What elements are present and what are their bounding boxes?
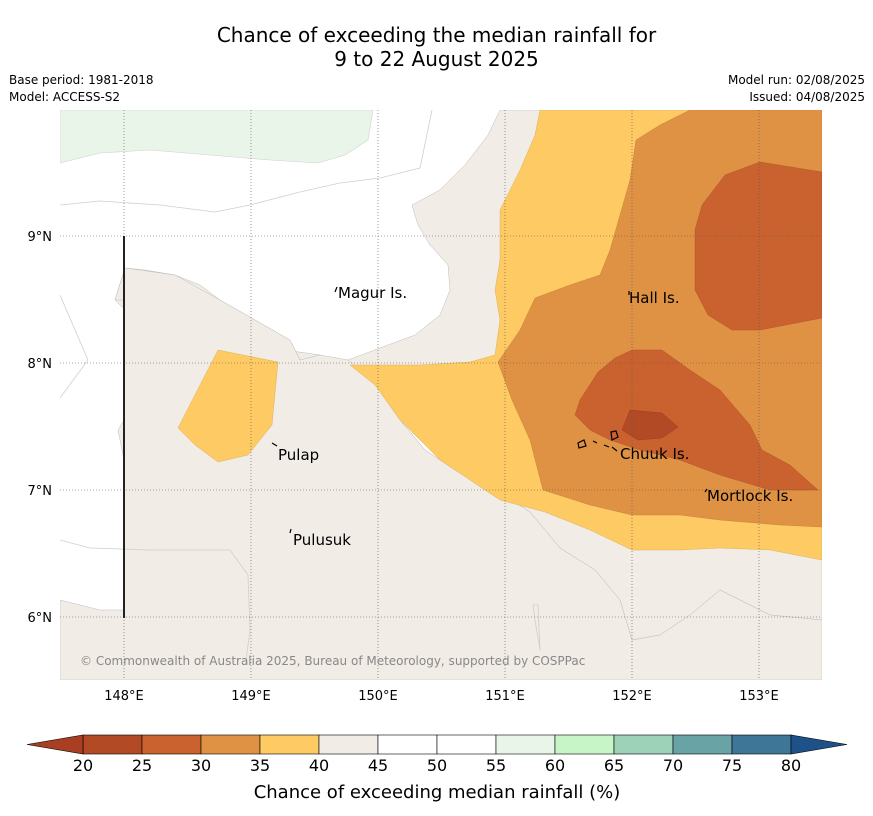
metadata-right: Model run: 02/08/2025 Issued: 04/08/2025 [728, 72, 865, 106]
colorbar-segment [613, 734, 674, 755]
colorbar-segment [554, 734, 615, 755]
contour-line [532, 604, 541, 651]
lon-label-150e: 150°E [358, 689, 398, 704]
place-label-pulap: Pulap [278, 446, 319, 464]
region-55-60 [60, 110, 374, 164]
colorbar-segment [318, 734, 379, 755]
place-label-pulusuk: Pulusuk [293, 531, 351, 549]
lat-label-6n: 6°N [28, 611, 53, 626]
colorbar-tick-label: 50 [427, 756, 447, 775]
colorbar-tick-label: 55 [486, 756, 506, 775]
contour-line [60, 294, 89, 399]
colorbar-tick-label: 80 [781, 756, 801, 775]
lon-label-148e: 148°E [104, 689, 144, 704]
place-label-magur: Magur Is. [338, 284, 407, 302]
colorbar-tick-label: 65 [604, 756, 624, 775]
colorbar-tick-label: 75 [722, 756, 742, 775]
colorbar-segment [259, 734, 320, 755]
colorbar: 20 25 30 35 40 45 50 55 60 65 70 75 80 [26, 734, 848, 775]
lon-label-152e: 152°E [612, 689, 652, 704]
lon-label-153e: 153°E [739, 689, 779, 704]
contour-line [60, 539, 251, 661]
region-25-30-northeast [694, 161, 822, 331]
colorbar-tick-label: 60 [545, 756, 565, 775]
lon-label-149e: 149°E [231, 689, 271, 704]
metadata-left: Base period: 1981-2018 Model: ACCESS-S2 [9, 72, 154, 106]
place-label-chuuk: Chuuk Is. [620, 445, 689, 463]
place-label-hall: Hall Is. [629, 289, 680, 307]
model-name: Model: ACCESS-S2 [9, 90, 121, 104]
colorbar-over-arrow [790, 734, 848, 755]
model-run: Model run: 02/08/2025 [727, 73, 865, 87]
lat-label-8n: 8°N [28, 357, 53, 372]
lat-label-7n: 7°N [28, 484, 53, 499]
map-title-line2: 9 to 22 August 2025 [334, 47, 539, 71]
lon-label-151e: 151°E [485, 689, 525, 704]
map-title-line1: Chance of exceeding the median rainfall … [216, 23, 657, 47]
colorbar-segment [495, 734, 556, 755]
place-label-mortlock: Mortlock Is. [707, 487, 793, 505]
island-marks [271, 286, 708, 534]
colorbar-segment [200, 734, 261, 755]
colorbar-tick-label: 35 [250, 756, 270, 775]
region-35-40-west [177, 349, 279, 463]
region-25-30-chuuk [574, 349, 819, 491]
colorbar-under-arrow [26, 734, 84, 755]
map-panel: Magur Is. Hall Is. Pulap Chuuk Is. Mortl… [60, 110, 822, 680]
colorbar-title: Chance of exceeding median rainfall (%) [254, 782, 621, 803]
region-20-25 [621, 409, 679, 441]
base-period: Base period: 1981-2018 [9, 73, 154, 87]
contour-line [60, 110, 433, 213]
colorbar-segment [672, 734, 733, 755]
colorbar-segment [82, 734, 143, 755]
colorbar-segment [377, 734, 438, 755]
colorbar-tick-label: 20 [73, 756, 93, 775]
colorbar-tick-label: 25 [132, 756, 152, 775]
colorbar-tick-label: 30 [191, 756, 211, 775]
colorbar-tick-label: 45 [368, 756, 388, 775]
copyright-notice: © Commonwealth of Australia 2025, Bureau… [80, 654, 585, 668]
lat-label-9n: 9°N [28, 230, 53, 245]
colorbar-segment [731, 734, 792, 755]
colorbar-tick-label: 70 [663, 756, 683, 775]
colorbar-segment [141, 734, 202, 755]
colorbar-tick-label: 40 [309, 756, 329, 775]
issued-date: Issued: 04/08/2025 [749, 90, 865, 104]
colorbar-segment [436, 734, 497, 755]
